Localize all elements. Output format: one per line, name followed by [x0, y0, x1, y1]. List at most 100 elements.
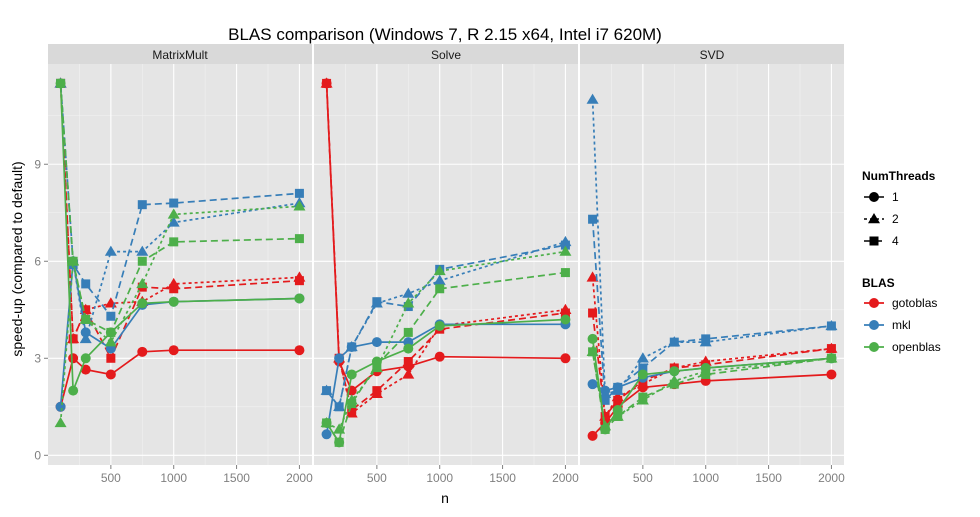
x-tick-label: 2000	[286, 471, 313, 485]
point-circle	[55, 401, 66, 412]
point-circle	[321, 429, 332, 440]
strip-solve	[314, 44, 578, 64]
point-triangle	[167, 216, 180, 227]
point-square	[322, 78, 332, 88]
point-circle	[294, 345, 305, 356]
series-group	[54, 77, 306, 428]
point-square	[334, 402, 344, 412]
series-group	[586, 93, 838, 441]
y-tick-label: 9	[34, 157, 41, 171]
point-circle	[137, 298, 148, 309]
x-tick-label: 500	[367, 471, 387, 485]
point-triangle	[54, 416, 67, 428]
point-square	[613, 411, 623, 421]
point-circle	[869, 192, 879, 202]
y-axis-title: speed-up (compared to default)	[9, 161, 25, 356]
point-square	[588, 347, 598, 357]
point-square	[81, 279, 91, 289]
point-circle	[168, 296, 179, 307]
legend-key-point	[869, 298, 879, 308]
point-square	[435, 284, 445, 294]
point-square	[294, 276, 304, 286]
point-circle	[371, 337, 382, 348]
point-square	[600, 411, 610, 421]
point-square	[347, 342, 357, 352]
legend-label-threads: 1	[892, 190, 899, 204]
point-square	[81, 314, 91, 324]
point-square	[372, 297, 382, 307]
point-circle	[637, 369, 648, 380]
point-square	[826, 321, 836, 331]
point-square	[826, 344, 836, 354]
point-square	[600, 395, 610, 405]
point-square	[403, 327, 413, 337]
x-tick-label: 500	[101, 471, 121, 485]
x-axis-title: n	[441, 490, 449, 506]
point-circle	[68, 385, 79, 396]
point-triangle	[79, 332, 92, 344]
x-tick-label: 2000	[552, 471, 579, 485]
point-square	[560, 268, 570, 278]
point-circle	[826, 369, 837, 380]
legend-label-blas: mkl	[892, 318, 911, 332]
strip-label-solve: Solve	[431, 48, 461, 62]
point-square	[137, 256, 147, 266]
point-triangle	[868, 213, 880, 224]
point-circle	[137, 346, 148, 357]
point-square	[588, 308, 598, 318]
point-square	[638, 392, 648, 402]
point-circle	[560, 353, 571, 364]
y-tick-label: 6	[34, 254, 41, 268]
point-triangle	[104, 245, 117, 256]
legend-key-point	[869, 320, 879, 330]
point-triangle	[402, 287, 415, 298]
strip-matrixmult	[48, 44, 312, 64]
x-tick-label: 2000	[818, 471, 845, 485]
facet-panels: MatrixMult 500 1000 1500 2000 0 3 6 9 Solve 500 100…	[34, 44, 845, 485]
point-square	[826, 353, 836, 363]
point-circle	[560, 314, 571, 325]
point-square	[56, 78, 66, 88]
point-square	[869, 236, 879, 246]
point-circle	[434, 320, 445, 331]
point-square	[68, 334, 78, 344]
point-triangle	[586, 93, 599, 104]
point-square	[701, 334, 711, 344]
point-square	[701, 369, 711, 379]
panel-matrixmult: MatrixMult 500 1000 1500 2000 0 3 6 9	[34, 44, 313, 485]
point-square	[294, 234, 304, 244]
y-tick-label: 3	[34, 351, 41, 365]
legend-key-point	[869, 342, 879, 352]
strip-label-matrixmult: MatrixMult	[152, 48, 208, 62]
legend-label-blas: openblas	[892, 340, 941, 354]
point-circle	[294, 293, 305, 304]
point-square	[372, 386, 382, 396]
point-square	[372, 360, 382, 370]
point-circle	[80, 353, 91, 364]
point-square	[137, 200, 147, 210]
point-triangle	[293, 200, 306, 211]
point-square	[347, 399, 357, 409]
point-square	[106, 353, 116, 363]
point-circle	[587, 430, 598, 441]
point-square	[106, 311, 116, 321]
panel-solve: Solve 500 1000 1500 2000	[314, 44, 579, 485]
strip-svd	[580, 44, 844, 64]
point-circle	[80, 364, 91, 375]
point-square	[669, 379, 679, 389]
point-triangle	[586, 271, 599, 282]
x-tick-label: 1000	[426, 471, 453, 485]
point-square	[560, 240, 570, 250]
series-group	[320, 77, 572, 448]
point-triangle	[599, 387, 612, 399]
point-triangle	[136, 277, 149, 289]
x-tick-label: 1500	[489, 471, 516, 485]
y-tick-label: 0	[34, 448, 41, 462]
panel-svd: SVD 500 1000 1500 2000	[580, 44, 845, 485]
point-square	[106, 327, 116, 337]
point-square	[81, 305, 91, 315]
point-circle	[587, 333, 598, 344]
point-triangle	[433, 274, 446, 285]
point-circle	[105, 369, 116, 380]
